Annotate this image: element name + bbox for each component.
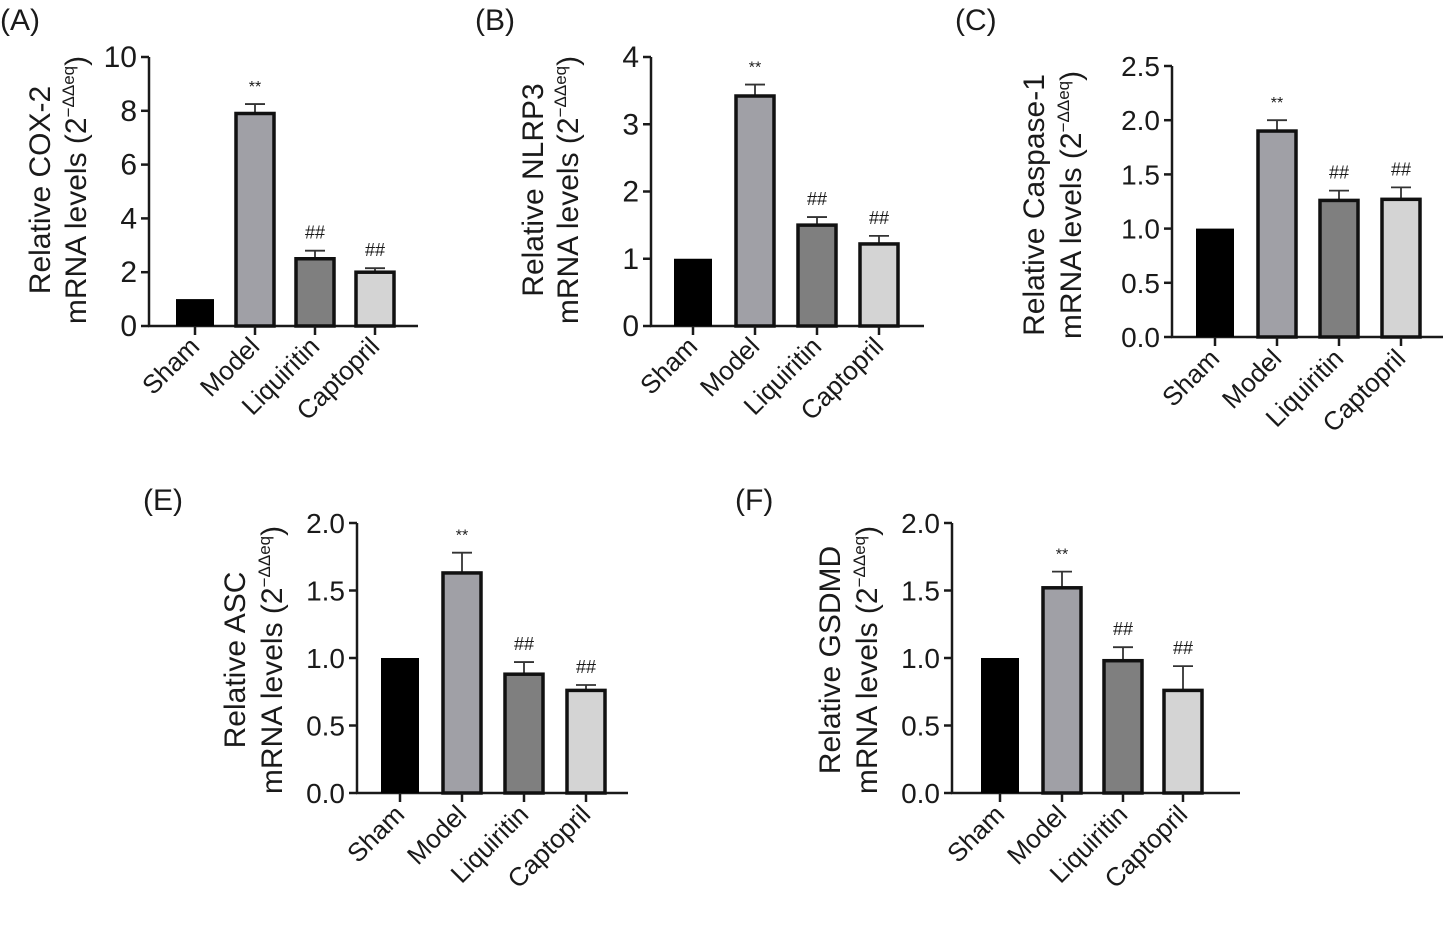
panel-label: (E)	[143, 484, 183, 517]
bar-captopril	[354, 270, 396, 328]
bar-captopril	[858, 242, 900, 328]
y-axis-label-line1: Relative Caspase-1	[1018, 74, 1051, 336]
significance-marker: **	[1271, 95, 1283, 112]
significance-marker: ##	[1173, 638, 1193, 658]
y-axis-label-line1: Relative ASC	[219, 572, 252, 749]
y-axis-label-line1: Relative COX-2	[24, 86, 57, 294]
x-tick-label: Sham	[136, 331, 205, 400]
significance-marker: ##	[305, 223, 325, 243]
y-tick-label: 0.5	[901, 711, 940, 742]
bar-liquiritin	[503, 672, 545, 795]
bar-captopril	[1162, 688, 1204, 795]
y-tick-label: 0.0	[1121, 322, 1160, 353]
y-axis-label-line1: Relative NLRP3	[517, 83, 550, 296]
y-axis-label-line2: mRNA levels (2−ΔΔeq)	[255, 526, 289, 794]
y-tick-label: 2.5	[1121, 51, 1160, 82]
significance-marker: ##	[869, 208, 889, 228]
bar-liquiritin	[1318, 198, 1360, 339]
significance-marker: ##	[365, 240, 385, 260]
significance-marker: **	[249, 79, 261, 96]
significance-marker: **	[749, 60, 761, 77]
bar-liquiritin	[294, 257, 336, 328]
y-tick-label: 0.5	[1121, 268, 1160, 299]
panel-label: (B)	[475, 4, 515, 37]
y-tick-label: 1.0	[1121, 214, 1160, 245]
y-tick-label: 2.0	[1121, 105, 1160, 136]
chart-panel-e: (E) Relative ASC mRNA levels (2−ΔΔeq) 0.0 0.…	[143, 484, 628, 894]
significance-marker: **	[1056, 547, 1068, 564]
significance-marker: ##	[1391, 159, 1411, 179]
y-tick-label: 2	[120, 256, 137, 289]
y-tick-label: 1.0	[306, 643, 345, 674]
y-tick-label: 4	[622, 41, 639, 74]
chart-panel-f: (F) Relative GSDMD mRNA levels (2−ΔΔeq) 0.0…	[735, 484, 1240, 894]
significance-marker: ##	[1329, 163, 1349, 183]
y-axis-label-line2: mRNA levels (2−ΔΔeq)	[1054, 71, 1088, 339]
y-tick-label: 10	[104, 41, 137, 74]
y-axis-label-line1: Relative GSDMD	[814, 546, 847, 774]
y-tick-label: 1.5	[901, 576, 940, 607]
bar-model	[441, 571, 483, 795]
panel-label: (F)	[735, 484, 773, 517]
y-tick-label: 8	[120, 95, 137, 128]
x-tick-label: Sham	[634, 331, 703, 400]
bar-sham	[176, 299, 214, 326]
significance-marker: **	[456, 528, 468, 545]
bar-liquiritin	[1102, 658, 1144, 795]
bar-sham	[674, 258, 712, 326]
y-tick-label: 3	[622, 108, 639, 141]
bar-captopril	[565, 688, 607, 795]
y-tick-label: 0.0	[306, 778, 345, 809]
y-tick-label: 4	[120, 202, 137, 235]
bar-sham	[981, 658, 1019, 793]
significance-marker: ##	[514, 634, 534, 654]
chart-panel-b: (B) Relative NLRP3 mRNA levels (2−ΔΔeq) 0 1 2…	[475, 4, 924, 426]
y-axis-label-line2: mRNA levels (2−ΔΔeq)	[59, 56, 93, 324]
chart-panel-a: (A) Relative COX-2 mRNA levels (2−ΔΔeq) 0 2 4…	[0, 4, 418, 426]
y-axis-label-line2: mRNA levels (2−ΔΔeq)	[551, 56, 585, 324]
panel-label: (A)	[0, 4, 40, 37]
bar-captopril	[1380, 197, 1422, 339]
bar-model	[734, 94, 776, 328]
y-axis-label-line2: mRNA levels (2−ΔΔeq)	[850, 526, 884, 794]
y-tick-label: 2	[622, 176, 639, 209]
significance-marker: ##	[807, 189, 827, 209]
y-tick-label: 1.5	[306, 576, 345, 607]
significance-marker: ##	[576, 657, 596, 677]
y-tick-label: 1.5	[1121, 159, 1160, 190]
y-tick-label: 2.0	[901, 508, 940, 539]
y-tick-label: 1	[622, 243, 639, 276]
bar-model	[234, 111, 276, 328]
chart-panel-c: (C) Relative Caspase-1 mRNA levels (2−ΔΔeq…	[955, 4, 1443, 438]
x-tick-label: Sham	[941, 799, 1010, 868]
y-tick-label: 0.5	[306, 711, 345, 742]
y-tick-label: 0	[622, 310, 639, 343]
bar-sham	[381, 658, 419, 793]
x-tick-label: Sham	[341, 799, 410, 868]
bar-sham	[1196, 228, 1234, 337]
bar-liquiritin	[796, 223, 838, 328]
bar-model	[1256, 129, 1298, 339]
y-tick-label: 6	[120, 149, 137, 182]
y-tick-label: 0	[120, 310, 137, 343]
y-tick-label: 2.0	[306, 508, 345, 539]
panel-label: (C)	[955, 4, 997, 37]
significance-marker: ##	[1113, 619, 1133, 639]
bar-model	[1041, 586, 1083, 795]
y-tick-label: 1.0	[901, 643, 940, 674]
y-tick-label: 0.0	[901, 778, 940, 809]
x-tick-label: Sham	[1156, 343, 1225, 412]
